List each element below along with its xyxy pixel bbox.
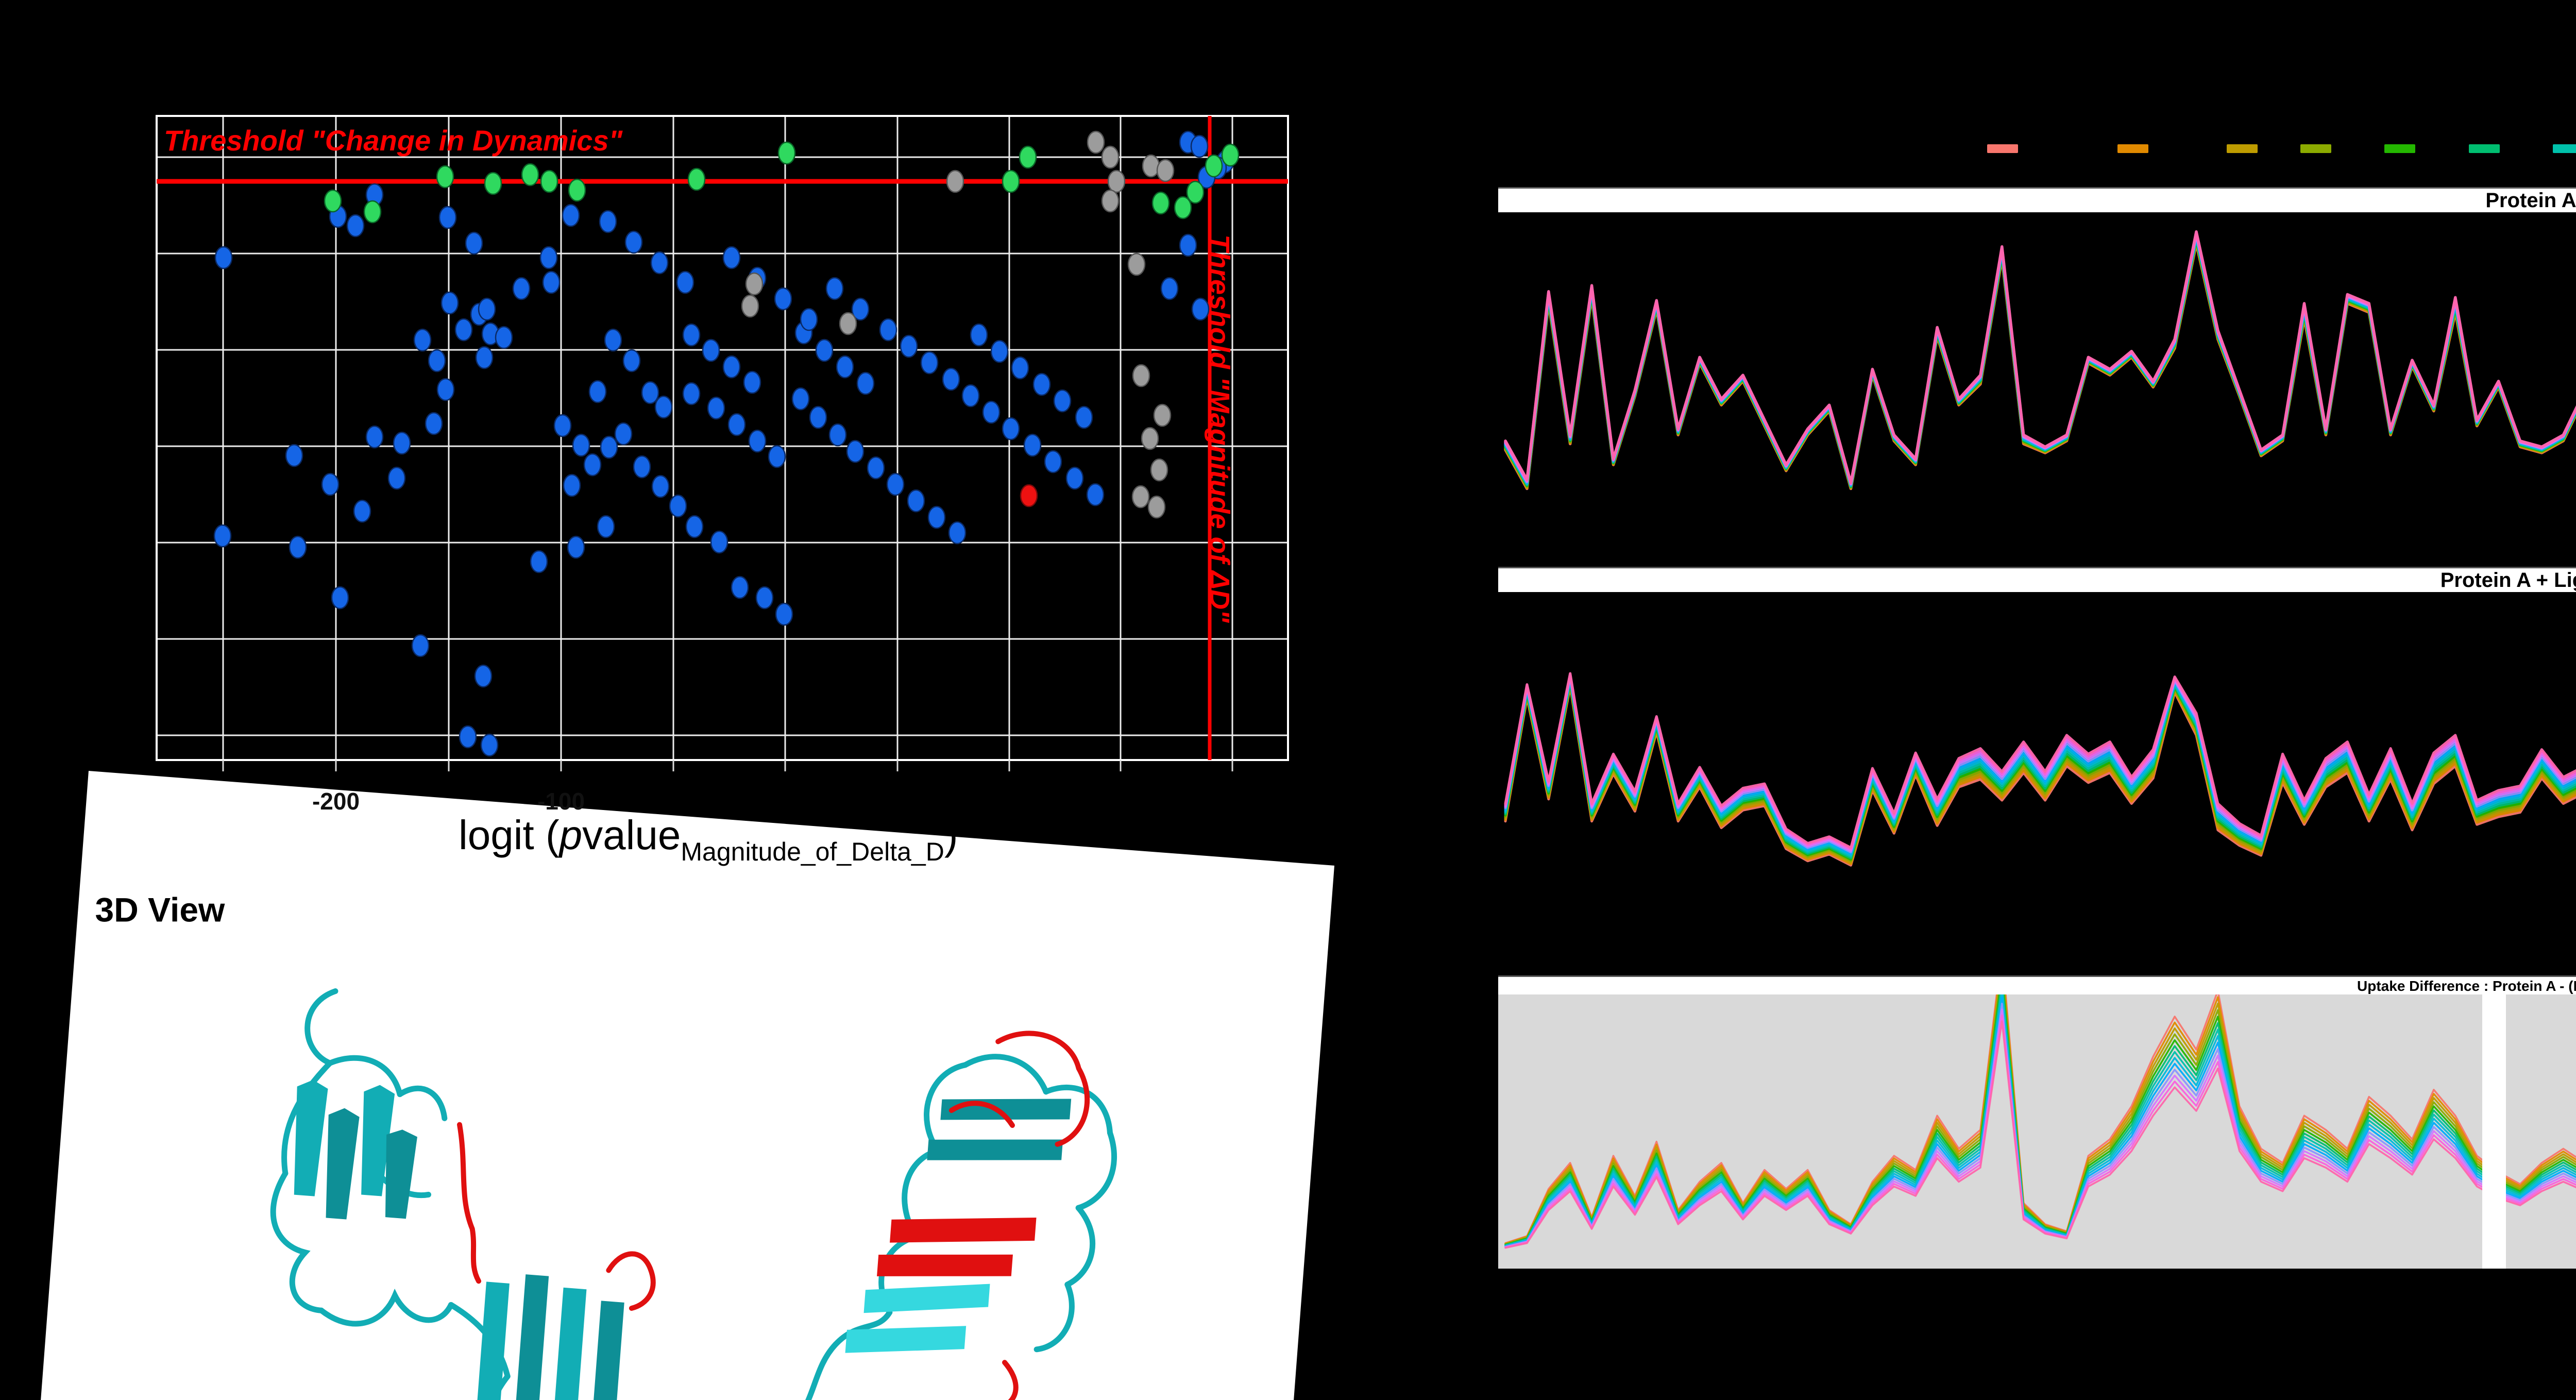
legend-swatch-series_5[interactable]	[2384, 144, 2415, 153]
legend-swatch-series_1[interactable]	[1987, 144, 2018, 153]
volcano-x-axis-label: logit (pvalueMagnitude_of_Delta_D)	[459, 812, 958, 866]
protein-ribbon-graphic	[270, 988, 1117, 1400]
3d-view-title: 3D View	[95, 890, 225, 929]
legend-swatch-series_7[interactable]	[2553, 144, 2576, 153]
legend-swatch-series_2[interactable]	[2117, 144, 2148, 153]
volcano-plot[interactable]	[0, 0, 1391, 876]
legend-swatch-series_3[interactable]	[2227, 144, 2258, 153]
chart-title-uptake-difference: Uptake Difference : Protein A - (Protein…	[1498, 975, 2576, 996]
3d-view-panel[interactable]: 3D View	[33, 771, 1335, 1400]
chart-title-protein-a: Protein A	[1498, 187, 2576, 212]
threshold-change-in-dynamics-label: Threshold "Change in Dynamics"	[164, 124, 623, 157]
chart-title-protein-a-ligand: Protein A + Ligand	[1498, 567, 2576, 592]
uptake-difference-chart[interactable]	[1498, 994, 2576, 1269]
volcano-x-tick--200: -200	[312, 788, 360, 815]
volcano-x-tick--100: -100	[537, 788, 585, 815]
uptake-chart-protein-a-ligand[interactable]	[1498, 593, 2576, 907]
legend-swatch-series_4[interactable]	[2300, 144, 2331, 153]
legend-swatch-series_6[interactable]	[2469, 144, 2500, 153]
uptake-chart-protein-a[interactable]	[1498, 211, 2576, 544]
threshold-magnitude-label: Threshold "Magnitude of ΔD"	[1204, 234, 1235, 623]
